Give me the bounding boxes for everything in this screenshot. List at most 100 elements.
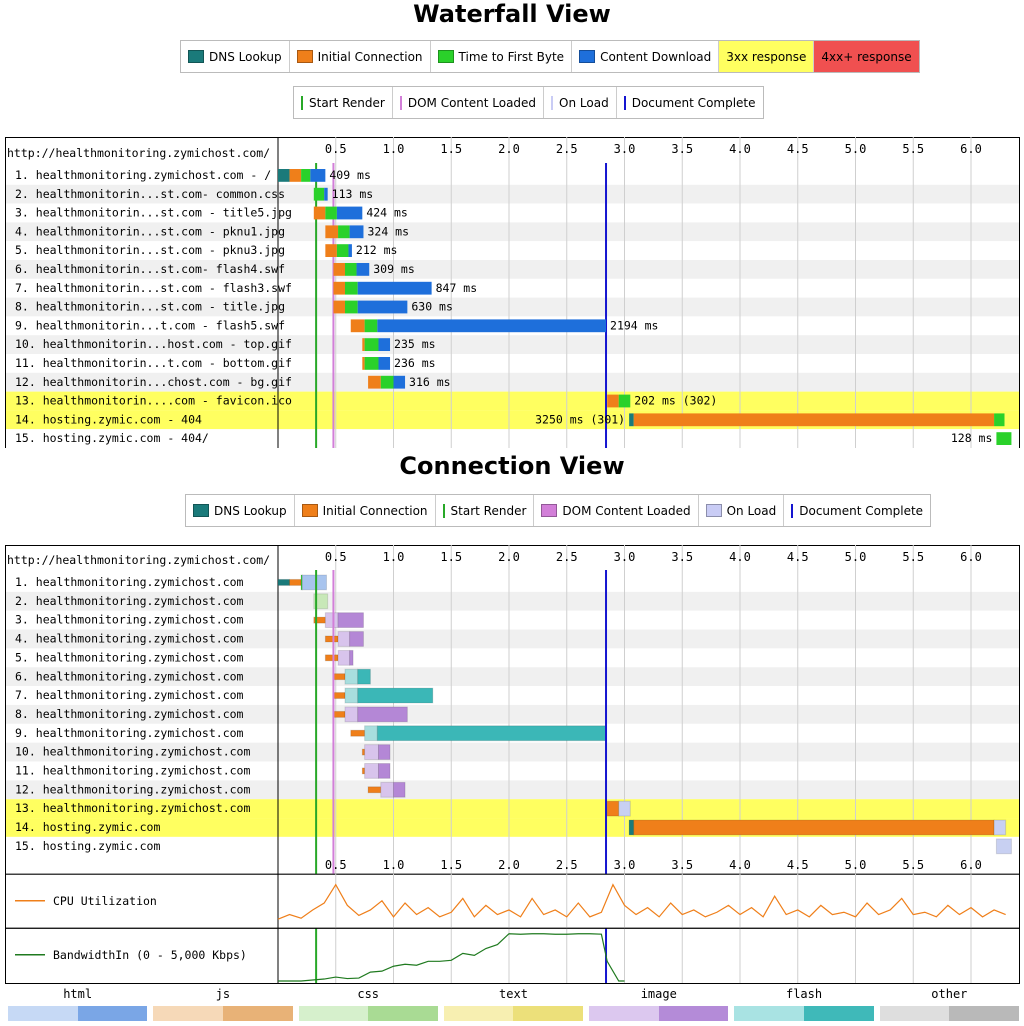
bar-ttfb — [364, 319, 378, 333]
bar-ttfb — [380, 375, 394, 389]
bar-ttfb — [344, 281, 358, 295]
bar-ttfb — [618, 394, 631, 408]
row-background — [6, 799, 1019, 819]
row-background — [6, 335, 1019, 354]
host-label: 13. healthmonitoring.zymichost.com — [15, 801, 250, 815]
bar-ttfb — [301, 169, 311, 182]
conn-seg-imglight — [364, 744, 379, 760]
row-background — [6, 260, 1019, 279]
row-background — [6, 354, 1019, 373]
time-label: 424 ms — [366, 206, 408, 220]
tick-label-bottom: 2.5 — [556, 858, 578, 872]
bar-conn — [362, 338, 365, 351]
request-label: 9. healthmonitorin...t.com - flash5.swf — [15, 318, 285, 332]
conn-seg-dns — [277, 578, 291, 586]
tick-label: 1.5 — [440, 142, 462, 156]
bar-conn — [333, 263, 345, 276]
legend-document-complete: Document Complete — [617, 87, 763, 118]
bandwidth-label: BandwidthIn (0 - 5,000 Kbps) — [53, 948, 247, 962]
row-background — [6, 648, 1019, 668]
legend-label: Document Complete — [799, 503, 924, 518]
tick-label-bottom: 4.5 — [787, 858, 809, 872]
legend-label: DOM Content Loaded — [407, 95, 537, 110]
bar-conn — [333, 281, 345, 295]
tick-label-bottom: 3.0 — [614, 858, 636, 872]
conn-seg-flashlight — [364, 725, 378, 742]
tick-label: 4.5 — [787, 550, 809, 564]
conn-seg-conn — [633, 819, 995, 836]
start-render-swatch — [442, 503, 445, 518]
host-label: 9. healthmonitoring.zymichost.com — [15, 726, 244, 740]
row-background — [6, 297, 1019, 317]
tick-label: 3.5 — [671, 142, 693, 156]
connection-chart: 0.5 1.0 1.5 2.0 2.5 3.0 3.5 4.0 4.5 5.0 5.5 6.0 0.5 1… — [5, 545, 1020, 984]
bar-dl — [324, 187, 328, 201]
row-background — [6, 629, 1019, 649]
tick-label-bottom: 1.0 — [383, 858, 405, 872]
bar-dl — [349, 225, 364, 239]
document-complete-swatch — [791, 503, 794, 518]
row-background — [6, 742, 1019, 762]
row-background — [6, 391, 1019, 411]
cpu-line — [277, 883, 1006, 920]
request-label: 12. healthmonitorin...chost.com - bg.gif — [15, 375, 292, 389]
dns-lookup-swatch — [188, 50, 204, 63]
tick-label: 2.0 — [498, 550, 520, 564]
tick-label: 3.5 — [671, 550, 693, 564]
conn-seg-flash — [357, 687, 434, 704]
request-label: 3. healthmonitorin...st.com - title5.jpg — [15, 206, 292, 220]
time-label: 235 ms — [394, 337, 436, 351]
legend-dns-lookup: DNS Lookup — [186, 495, 295, 526]
time-label: 236 ms — [394, 356, 436, 370]
bar-dl — [357, 300, 408, 314]
key-text: text — [441, 984, 586, 1024]
time-label: 630 ms — [411, 300, 453, 314]
legend-label: On Load — [726, 503, 777, 518]
conn-seg-image — [377, 763, 391, 779]
key-gradient — [298, 1006, 438, 1021]
row-background — [6, 836, 1019, 856]
legend-content-download: Content Download — [572, 41, 720, 72]
row-background — [6, 573, 1019, 592]
row-background — [6, 166, 1019, 185]
on-load-swatch — [551, 95, 554, 110]
bar-ttfb — [338, 225, 350, 239]
host-label: 15. hosting.zymic.com — [15, 839, 160, 853]
conn-seg-css — [313, 593, 329, 610]
bar-conn — [333, 300, 345, 314]
key-gradient — [443, 1006, 584, 1021]
row-background — [6, 780, 1019, 800]
waterfall-legend-events: Start Render DOM Content Loaded On Load Doc… — [293, 86, 764, 119]
key-html: html — [5, 984, 150, 1024]
key-other: other — [877, 984, 1022, 1024]
bar-ttfb — [364, 338, 379, 351]
bar-dl — [393, 375, 406, 389]
bar-dl — [348, 244, 352, 257]
bar-ttfb — [325, 206, 337, 220]
tick-label-bottom: 0.5 — [325, 858, 347, 872]
time-label: 324 ms — [367, 224, 409, 238]
key-gradient — [734, 1006, 874, 1021]
host-label: 1. healthmonitoring.zymichost.com — [15, 575, 244, 589]
legend-dom-content-loaded: DOM Content Loaded — [393, 87, 545, 118]
key-label: image — [640, 987, 677, 1001]
tick-label: 2.5 — [556, 550, 578, 564]
key-js: js — [150, 984, 295, 1024]
tick-label: 4.5 — [787, 142, 809, 156]
tick-label: 2.0 — [498, 142, 520, 156]
legend-label: Content Download — [600, 49, 712, 64]
start-render-swatch — [301, 95, 303, 110]
key-image: image — [586, 984, 731, 1024]
conn-seg-imglight — [337, 649, 351, 666]
legend-dns-lookup: DNS Lookup — [181, 41, 290, 72]
bar-ttfb — [344, 300, 358, 314]
conn-seg-other — [993, 819, 1007, 836]
legend-label: Start Render — [309, 95, 385, 110]
bar-conn — [325, 244, 337, 257]
conn-seg-image — [357, 706, 408, 723]
bar-conn — [325, 225, 339, 239]
request-label: 6. healthmonitorin...st.com- flash4.swf — [15, 262, 285, 276]
row-background — [6, 241, 1019, 260]
tick-label: 5.0 — [845, 550, 867, 564]
legend-label: Start Render — [450, 503, 527, 518]
